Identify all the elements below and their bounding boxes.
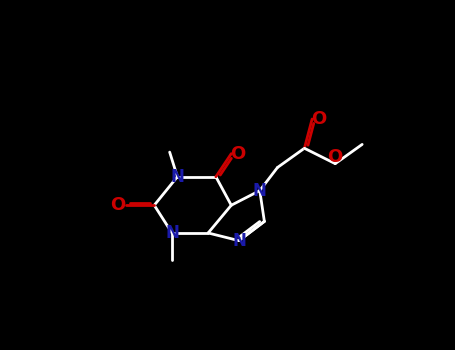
Text: O: O	[328, 148, 343, 167]
Text: O: O	[230, 145, 245, 163]
Text: N: N	[232, 232, 246, 250]
Text: O: O	[111, 196, 126, 214]
Text: N: N	[165, 224, 179, 242]
Text: O: O	[311, 110, 326, 128]
Text: N: N	[171, 168, 184, 186]
Text: N: N	[253, 182, 267, 199]
